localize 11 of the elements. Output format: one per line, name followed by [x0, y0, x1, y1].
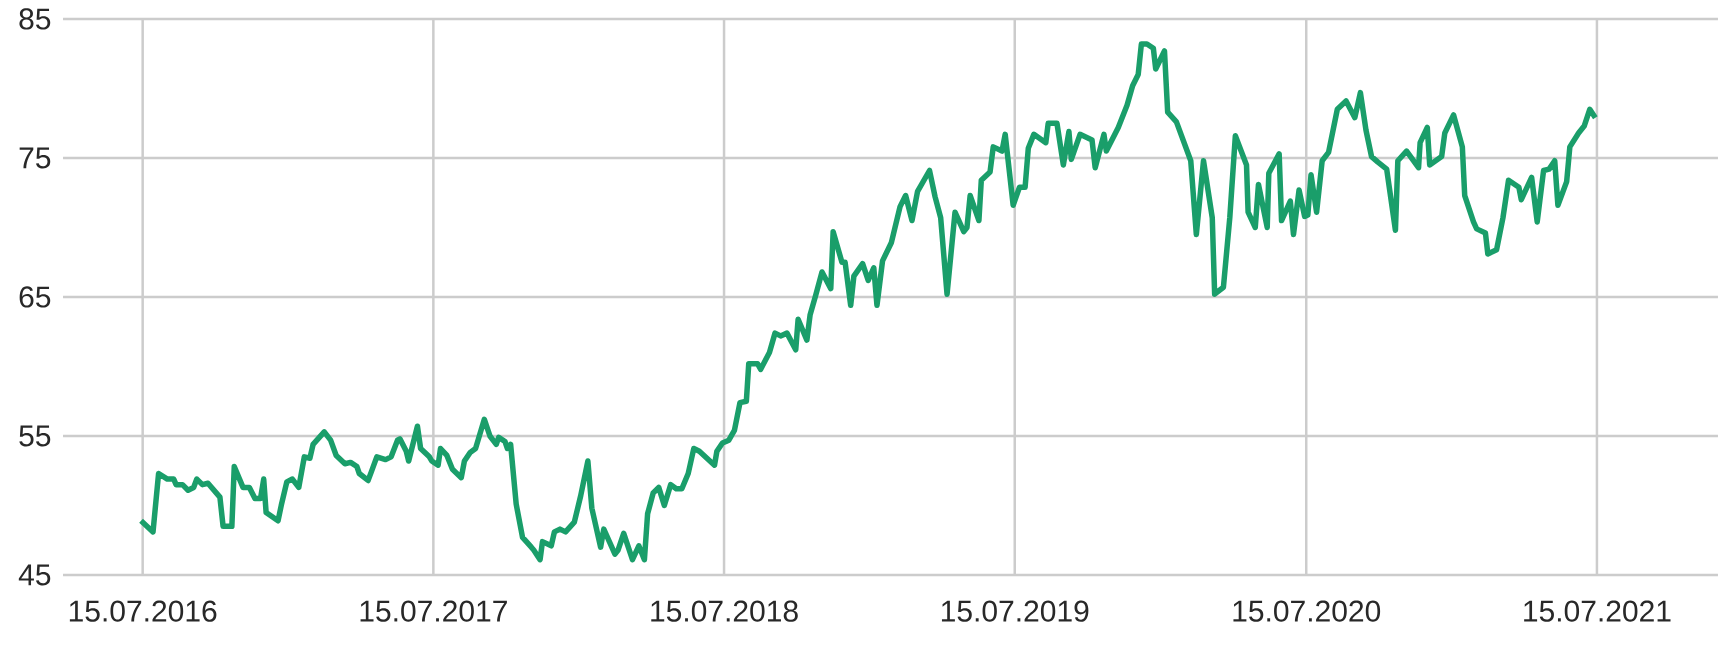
- x-tick-label: 15.07.2017: [360, 600, 507, 622]
- y-tick-label: 55: [19, 425, 51, 447]
- x-tick-label: 15.07.2020: [1233, 600, 1381, 622]
- y-tick-label: 85: [19, 8, 51, 30]
- x-tick-label: 15.07.2018: [651, 600, 798, 622]
- y-tick-label: 65: [19, 286, 51, 308]
- x-tick-label: 15.07.2021: [1524, 600, 1671, 622]
- y-tick-label: 45: [18, 564, 51, 586]
- x-tick-label: 15.07.2016: [69, 600, 217, 622]
- y-tick-label: 75: [19, 147, 51, 169]
- x-tick-label: 15.07.2019: [941, 600, 1089, 622]
